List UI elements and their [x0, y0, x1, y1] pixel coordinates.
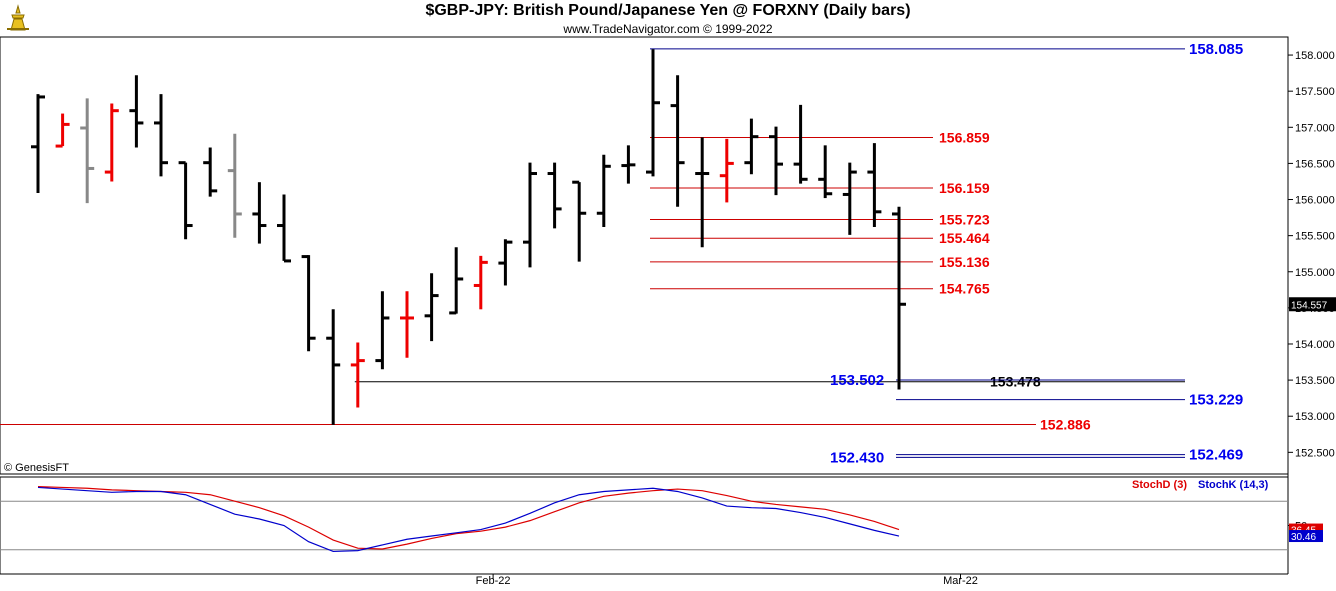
- series-line: [37, 486, 900, 553]
- level-label: 156.859: [939, 129, 990, 145]
- y-tick-label: 152.500: [1295, 447, 1335, 459]
- y-tick-label: 158.000: [1295, 50, 1335, 62]
- level-label: 153.229: [1189, 392, 1243, 409]
- level-label: 155.723: [939, 212, 990, 228]
- last-price-box: [1289, 297, 1336, 312]
- osc-value-label: 30.46: [1291, 532, 1316, 543]
- level-label: 155.136: [939, 254, 990, 270]
- y-tick-label: 157.000: [1295, 122, 1335, 134]
- level-label: 154.765: [939, 281, 990, 297]
- y-tick-label: 153.000: [1295, 411, 1335, 423]
- level-label: 153.502: [830, 372, 884, 389]
- y-axis-area: [1288, 37, 1336, 591]
- y-tick-label: 155.500: [1295, 231, 1335, 243]
- level-label: 156.159: [939, 180, 990, 196]
- level-label: 152.430: [830, 449, 884, 466]
- y-tick-label: 154.000: [1295, 339, 1335, 351]
- legend-stochk: StochK (14,3): [1198, 479, 1269, 491]
- osc-value-box: [1289, 530, 1323, 543]
- level-label: 155.464: [939, 230, 990, 246]
- level-label: 153.478: [990, 374, 1041, 390]
- y-tick-label: 153.500: [1295, 375, 1335, 387]
- price-panel: [0, 36, 1289, 475]
- y-tick-label: 157.500: [1295, 86, 1335, 98]
- last-price-label: 154.557: [1291, 300, 1328, 311]
- y-tick-label: 156.000: [1295, 195, 1335, 207]
- level-label: 152.469: [1189, 447, 1243, 464]
- chart-subtitle: www.TradeNavigator.com © 1999-2022: [563, 22, 773, 36]
- y-tick-label: 156.500: [1295, 158, 1335, 170]
- logo-icon: [3, 3, 33, 33]
- oscillator-panel: [0, 476, 1289, 575]
- watermark: © GenesisFT: [4, 462, 69, 474]
- series-line: [37, 486, 900, 550]
- x-tick-label: Feb-22: [476, 575, 511, 587]
- chart-title: $GBP-JPY: British Pound/Japanese Yen @ F…: [425, 2, 911, 19]
- level-label: 152.886: [1040, 416, 1091, 432]
- x-tick-label: Mar-22: [943, 575, 978, 587]
- level-label: 158.085: [1189, 41, 1243, 58]
- y-tick-label: 155.000: [1295, 267, 1335, 279]
- legend-stochd: StochD (3): [1132, 479, 1187, 491]
